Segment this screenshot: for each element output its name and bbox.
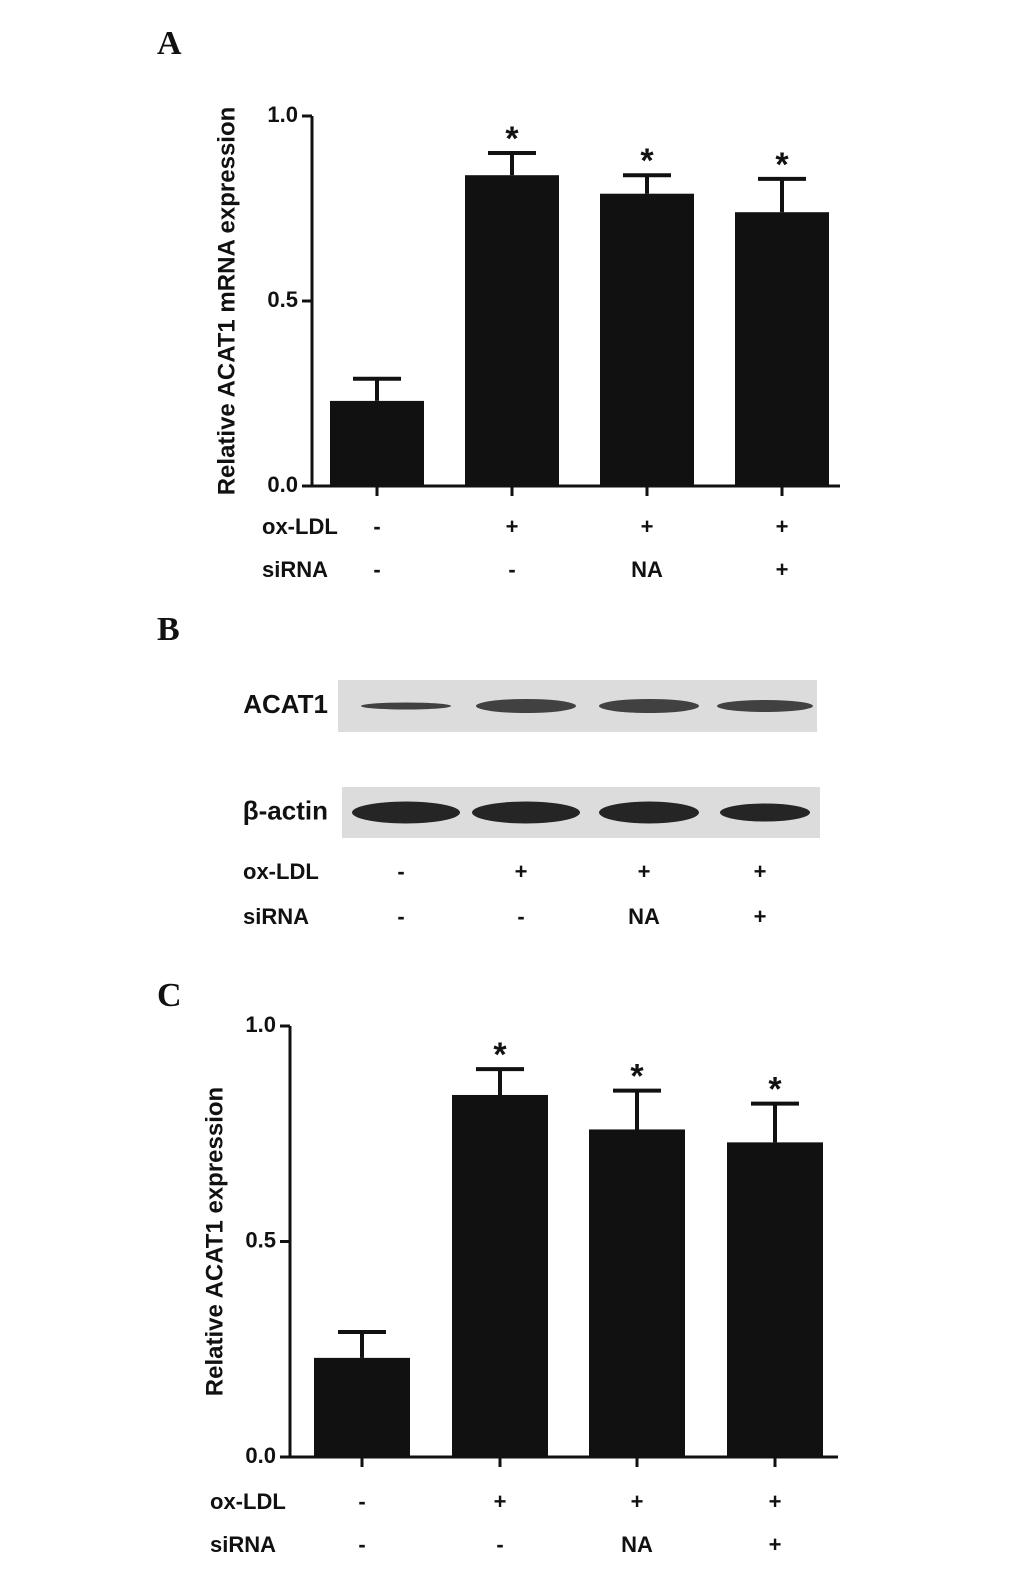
condition-value: - — [397, 904, 404, 929]
band — [717, 700, 813, 712]
y-tick-label: 0.0 — [245, 1443, 276, 1468]
bar — [314, 1357, 410, 1457]
condition-value: - — [358, 1532, 365, 1557]
bar — [600, 193, 694, 486]
band — [599, 801, 699, 824]
band — [720, 803, 810, 822]
bar — [589, 1129, 685, 1457]
error-bar — [488, 151, 536, 176]
y-tick-label: 0.5 — [267, 287, 298, 312]
condition-row-label: siRNA — [262, 557, 328, 582]
error-bar — [476, 1067, 524, 1095]
condition-value: NA — [631, 557, 663, 582]
error-bar — [623, 173, 671, 194]
condition-row-label: ox-LDL — [243, 859, 319, 884]
condition-row-label: ox-LDL — [262, 514, 338, 539]
y-tick-label: 1.0 — [267, 102, 298, 127]
condition-value: NA — [628, 904, 660, 929]
significance: * — [640, 142, 654, 180]
condition-value: - — [373, 514, 380, 539]
error-bar — [751, 1101, 799, 1143]
condition-value: + — [776, 557, 789, 582]
condition-value: + — [754, 859, 767, 884]
condition-value: + — [515, 859, 528, 884]
condition-value: + — [769, 1489, 782, 1514]
bar — [727, 1142, 823, 1457]
condition-row-label: ox-LDL — [210, 1489, 286, 1514]
y-axis-label: Relative ACAT1 mRNA expression — [213, 107, 240, 496]
blot-row-label: ACAT1 — [243, 689, 328, 719]
bar — [735, 212, 829, 486]
error-bar — [353, 376, 401, 401]
band — [476, 699, 576, 713]
condition-value: - — [397, 859, 404, 884]
error-bar — [758, 176, 806, 213]
band — [599, 699, 699, 713]
panel-label: A — [157, 25, 182, 62]
condition-value: + — [754, 904, 767, 929]
panel-label: B — [157, 611, 180, 648]
condition-value: + — [638, 859, 651, 884]
condition-value: - — [358, 1489, 365, 1514]
error-bar — [613, 1088, 661, 1130]
condition-value: + — [769, 1532, 782, 1557]
band — [352, 801, 460, 824]
condition-row-label: siRNA — [243, 904, 309, 929]
condition-value: - — [517, 904, 524, 929]
blot-row-label: β-actin — [243, 795, 328, 825]
significance: * — [505, 120, 519, 158]
band — [361, 702, 451, 710]
y-tick-label: 1.0 — [245, 1012, 276, 1037]
bar — [452, 1094, 548, 1457]
panel-label: C — [157, 977, 182, 1014]
condition-value: + — [641, 514, 654, 539]
condition-value: NA — [621, 1532, 653, 1557]
condition-row-label: siRNA — [210, 1532, 276, 1557]
condition-value: + — [506, 514, 519, 539]
condition-value: + — [776, 514, 789, 539]
significance: * — [775, 146, 789, 184]
bar — [465, 175, 559, 486]
condition-value: - — [508, 557, 515, 582]
condition-value: - — [496, 1532, 503, 1557]
significance: * — [493, 1036, 507, 1074]
significance: * — [630, 1058, 644, 1096]
bar — [330, 400, 424, 486]
error-bar — [338, 1330, 386, 1358]
y-axis-label: Relative ACAT1 expression — [201, 1087, 228, 1396]
significance: * — [768, 1071, 782, 1109]
band — [472, 801, 580, 824]
condition-value: + — [494, 1489, 507, 1514]
condition-value: - — [373, 557, 380, 582]
y-tick-label: 0.5 — [245, 1227, 276, 1252]
condition-value: + — [631, 1489, 644, 1514]
y-tick-label: 0.0 — [267, 472, 298, 497]
